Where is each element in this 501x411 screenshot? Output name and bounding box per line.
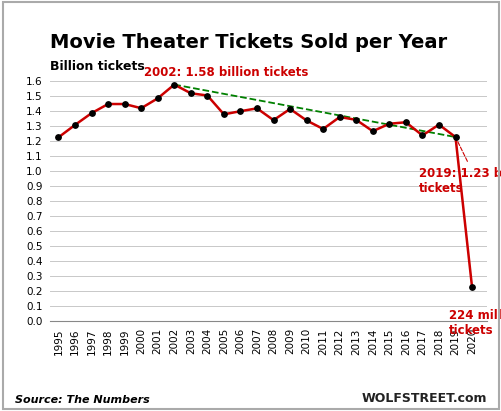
Point bbox=[302, 117, 310, 124]
Point bbox=[170, 81, 178, 88]
Point bbox=[120, 101, 128, 107]
Point bbox=[54, 134, 62, 141]
Point bbox=[104, 101, 112, 107]
Text: Billion tickets: Billion tickets bbox=[50, 60, 145, 73]
Point bbox=[352, 117, 360, 123]
Text: 224 million
tickets: 224 million tickets bbox=[448, 309, 501, 337]
Point bbox=[253, 105, 261, 112]
Point bbox=[87, 110, 95, 116]
Point bbox=[286, 106, 294, 112]
Point bbox=[335, 114, 343, 120]
Point bbox=[434, 121, 442, 128]
Point bbox=[186, 90, 194, 97]
Point bbox=[417, 132, 425, 139]
Text: Source: The Numbers: Source: The Numbers bbox=[15, 395, 149, 405]
Point bbox=[269, 117, 277, 123]
Point bbox=[203, 92, 211, 99]
Point bbox=[385, 120, 393, 127]
Point bbox=[467, 284, 475, 291]
Text: 2019: 1.23 billion
tickets: 2019: 1.23 billion tickets bbox=[418, 140, 501, 195]
Text: WOLFSTREET.com: WOLFSTREET.com bbox=[361, 392, 486, 405]
Point bbox=[236, 108, 244, 115]
Point bbox=[450, 134, 458, 140]
Point bbox=[153, 95, 161, 102]
Point bbox=[71, 122, 79, 128]
Point bbox=[401, 119, 409, 125]
Point bbox=[368, 128, 376, 134]
Point bbox=[137, 105, 145, 111]
Point bbox=[319, 126, 327, 132]
Point bbox=[219, 111, 227, 118]
Text: Movie Theater Tickets Sold per Year: Movie Theater Tickets Sold per Year bbox=[50, 33, 446, 52]
Text: 2002: 1.58 billion tickets: 2002: 1.58 billion tickets bbox=[144, 66, 308, 79]
